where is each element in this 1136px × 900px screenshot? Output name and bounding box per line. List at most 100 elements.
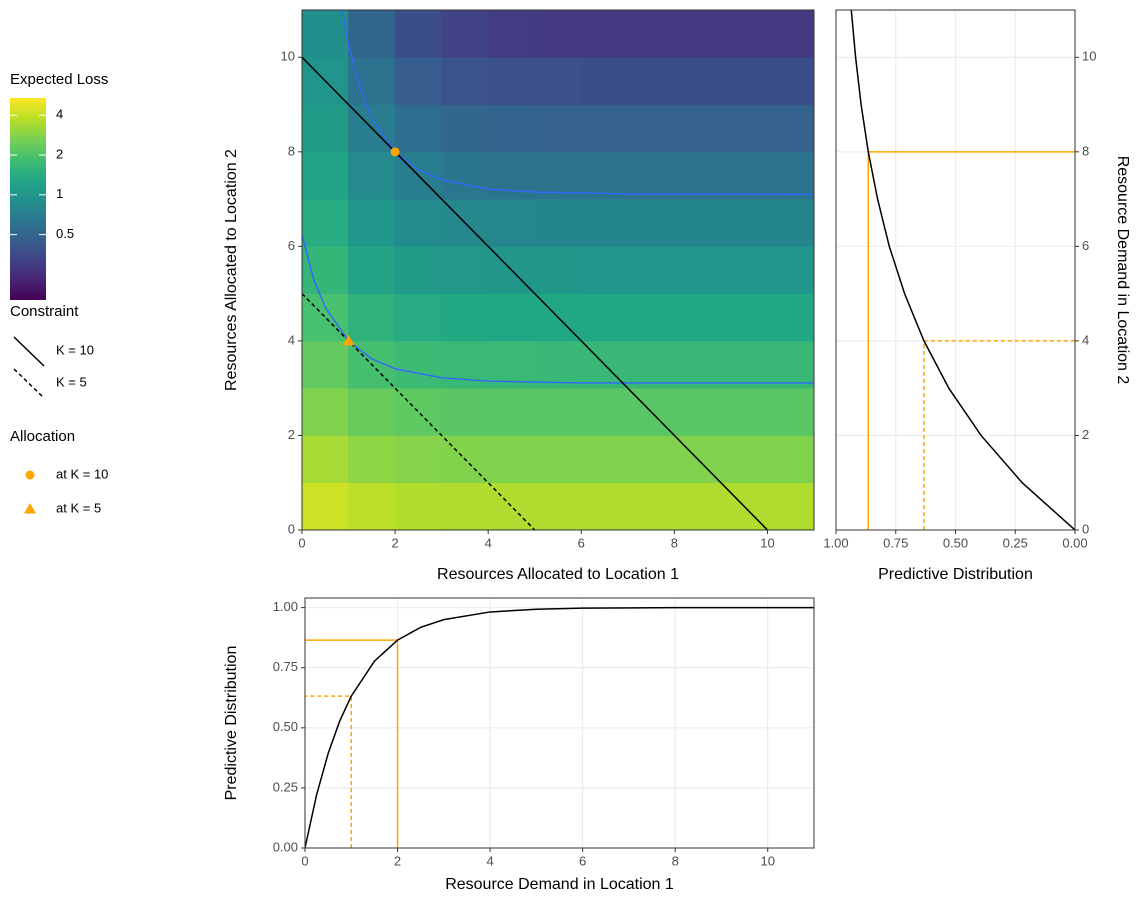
x-tick-label: 0 [301,853,308,868]
contour-line [341,10,814,196]
x-tick-label: 1.00 [823,535,848,550]
x-tick-label: 4 [485,535,492,550]
heat-cell [534,435,582,484]
legend-label: at K = 10 [56,466,108,481]
colorbar-label: 0.5 [56,226,74,241]
heat-cell [580,293,629,342]
heat-cell [348,151,396,200]
heat-cell [767,10,814,58]
plot-area [302,10,814,530]
heat-cell [534,246,582,294]
heat-cell [441,151,489,200]
heat-cell [441,246,489,294]
heat-cell [674,151,722,200]
heat-cell [302,340,349,389]
heat-cell [767,435,814,484]
heat-cell [302,198,349,247]
heat-cell [580,246,629,294]
heat-cell [627,246,675,294]
heat-cell [767,293,814,342]
heat-cell [302,387,349,436]
legend-title: Allocation [10,428,75,445]
x-tick-label: 2 [391,535,398,550]
heat-cell [627,293,675,342]
heat-cell [627,340,675,389]
x-tick-label: 6 [579,853,586,868]
heat-cell [674,10,722,58]
heat-cell [441,482,489,530]
y-tick-label: 2 [288,427,295,442]
heat-cell [302,10,349,58]
heat-cell [348,246,396,294]
x-tick-label: 4 [486,853,493,868]
panel: 0 2 4 6 8 10 0 2 4 6 8 10 Resources Allocated to Loc… [223,9,815,583]
y-tick-label: 10 [281,49,295,64]
y-tick-label: 0.25 [273,779,298,794]
heat-cell [348,198,396,247]
heat-cell [348,482,396,530]
x-tick-label: 2 [394,853,401,868]
colorbar [10,98,46,300]
heat-cell [767,387,814,436]
legend-title: Expected Loss [10,71,108,88]
y-tick-label: 6 [288,238,295,253]
heat-cell [720,56,768,105]
x-axis-title: Resource Demand in Location 1 [445,876,674,893]
heat-cell [580,387,629,436]
heat-cell [348,56,396,105]
heat-cell [441,293,489,342]
distribution-curve [850,10,1075,530]
heat-cell [674,293,722,342]
heat-cell [720,246,768,294]
heat-cell [348,435,396,484]
y-tick-label: 6 [1082,238,1089,253]
heat-cell [534,340,582,389]
heat-cell [302,246,349,294]
heat-cell [534,10,582,58]
x-tick-label: 0.75 [883,535,908,550]
heat-cell [487,56,536,105]
panel-border [301,9,815,531]
heat-cell [394,246,442,294]
heat-cell [767,198,814,247]
panel: 1.00 0.75 0.50 0.25 0.000 2 4 6 8 10 Predictive Di… [823,9,1131,583]
legend-label: K = 10 [56,342,94,357]
heat-cell [720,387,768,436]
y-tick-label: 0.75 [273,659,298,674]
x-tick-label: 6 [578,535,585,550]
legend: Expected Loss 0.5 1 2 4 Constraint K = 10 K = 5… [10,71,108,515]
x-tick-label: 10 [760,853,774,868]
heat-cell [487,435,536,484]
heat-cell [534,104,582,153]
heat-cell [627,104,675,153]
y-axis-title: Resources Allocated to Location 2 [223,149,240,391]
x-tick-label: 8 [672,853,679,868]
y-tick-label: 0 [1082,521,1089,536]
heat-cell [487,198,536,247]
constraint-line [302,293,536,530]
heat-cell [441,10,489,58]
y-tick-label: 0.00 [273,839,298,854]
heat-cell [580,56,629,105]
guide-line [305,695,353,848]
heat-cell [627,151,675,200]
heat-cell [348,10,396,58]
heat-cell [348,387,396,436]
distribution-curve [305,606,814,848]
heat-cell [394,104,442,153]
y-tick-label: 8 [288,143,295,158]
heat-cell [767,340,814,389]
x-tick-label: 0.00 [1062,535,1087,550]
heat-cell [487,10,536,58]
y-axis-title: Predictive Distribution [223,646,240,801]
panel-border [304,597,815,849]
colorbar-label: 1 [56,186,63,201]
y-tick-label: 4 [288,332,295,347]
allocation-marker [342,334,355,346]
heat-cell [487,340,536,389]
heat-cell [720,293,768,342]
heat-cell [674,246,722,294]
plot-area [850,10,1075,530]
